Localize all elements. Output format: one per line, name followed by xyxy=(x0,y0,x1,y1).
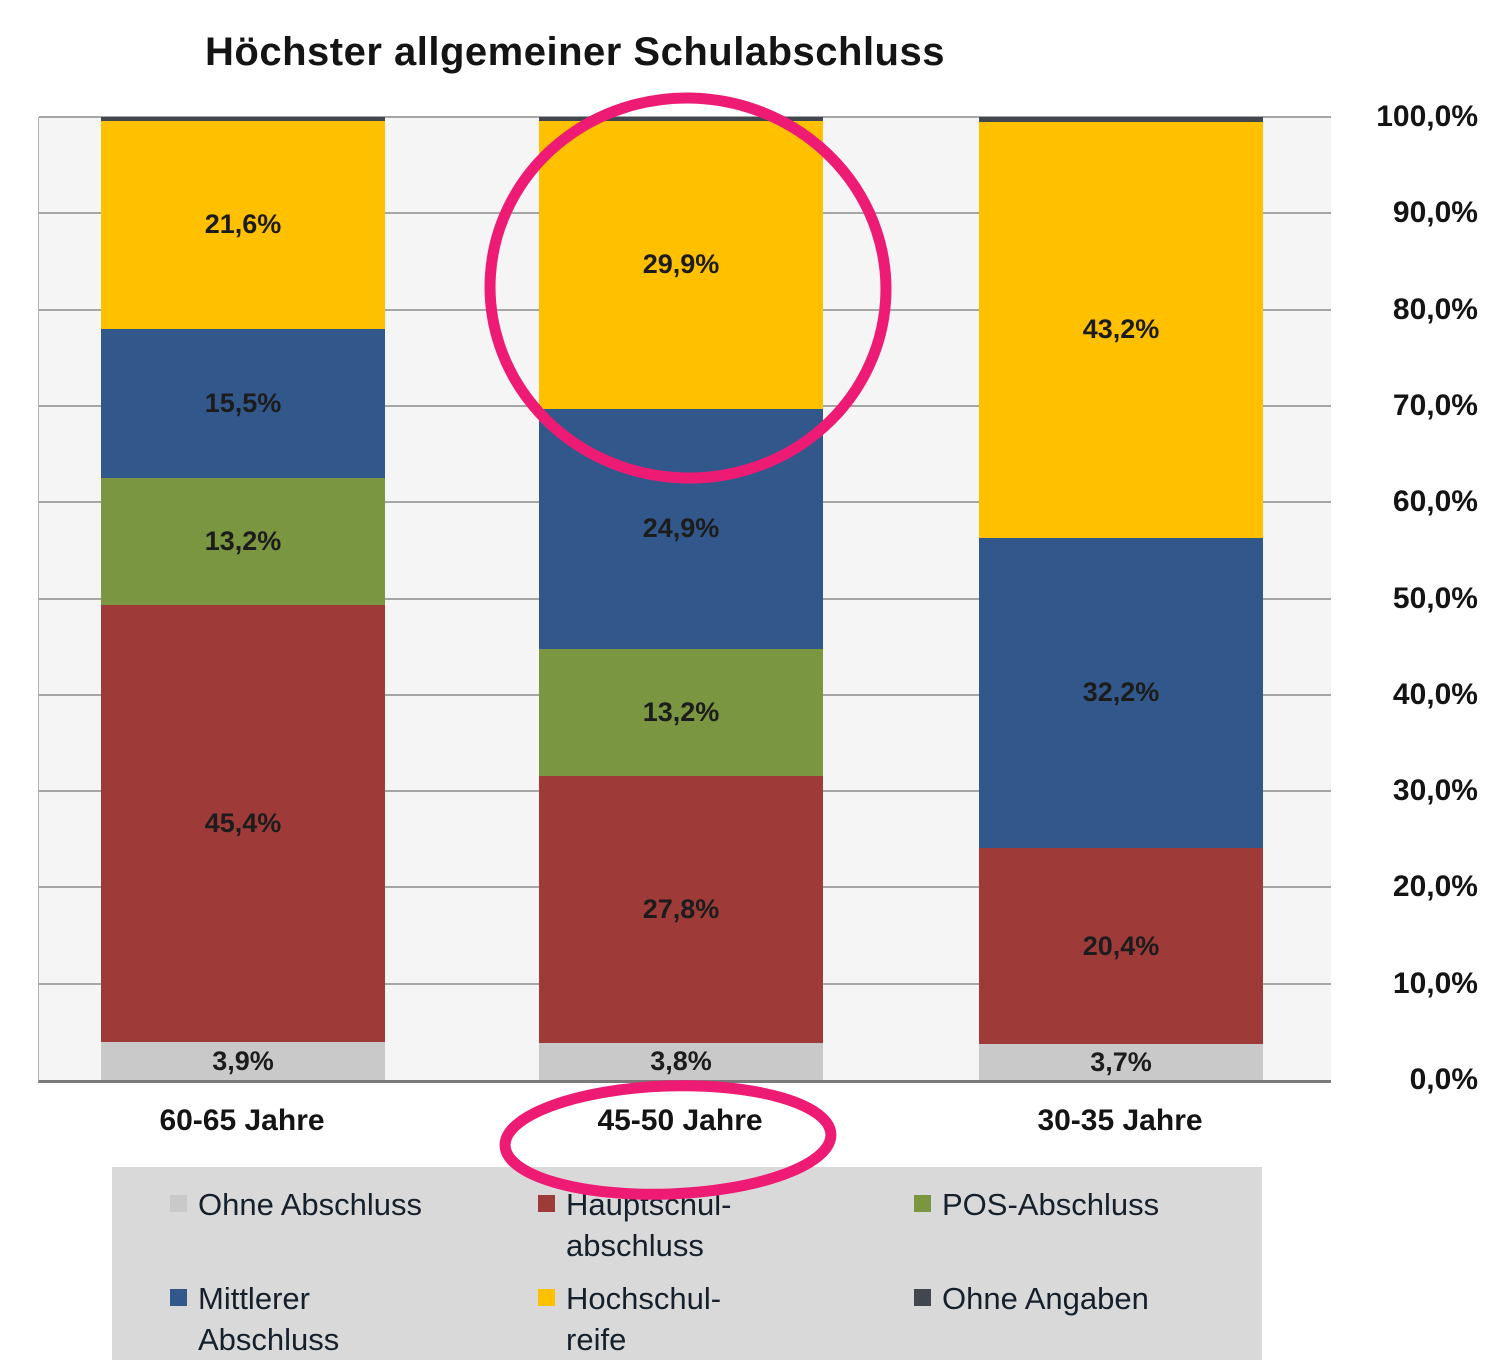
segment-mittlerer-abschluss: 15,5% xyxy=(101,328,385,479)
y-tick-label: 70,0% xyxy=(1392,388,1478,422)
legend-label: Hochschul- reife xyxy=(566,1280,722,1357)
legend-swatch xyxy=(914,1195,931,1212)
legend-swatch xyxy=(170,1288,187,1306)
segment-pos-abschluss: 13,2% xyxy=(539,648,823,776)
segment-hauptschulabschluss: 27,8% xyxy=(539,775,823,1044)
segment-hochschulreife: 29,9% xyxy=(539,120,823,409)
legend-label: Ohne Abschluss xyxy=(198,1187,423,1222)
y-tick-label: 90,0% xyxy=(1392,196,1478,230)
segment-label: 29,9% xyxy=(642,249,720,280)
segment-label: 3,7% xyxy=(1090,1046,1152,1077)
legend-swatch xyxy=(170,1195,187,1212)
segment-label: 32,2% xyxy=(1082,677,1160,708)
legend-swatch xyxy=(538,1288,555,1306)
x-axis: 60-65 Jahre 45-50 Jahre 30-35 Jahre xyxy=(38,1104,1330,1154)
bar-30-35-jahre: 3,7% 20,4% 32,2% 43,2% xyxy=(979,117,1263,1080)
legend-swatch xyxy=(914,1288,931,1306)
y-tick-label: 40,0% xyxy=(1392,677,1478,711)
legend-label: Ohne Angaben xyxy=(942,1280,1149,1316)
y-tick-label: 50,0% xyxy=(1392,581,1478,615)
segment-ohne-angaben xyxy=(979,117,1263,122)
segment-mittlerer-abschluss: 32,2% xyxy=(979,537,1263,848)
segment-label: 45,4% xyxy=(204,808,282,839)
segment-hauptschulabschluss: 45,4% xyxy=(101,605,385,1043)
plot-area: 3,9% 45,4% 13,2% 15,5% 21,6% 3,8% 27,8% 13,2% 24… xyxy=(38,116,1331,1083)
legend-item-mittlerer-abschluss: Mittlerer Abschluss xyxy=(170,1279,538,1361)
segment-label: 13,2% xyxy=(204,526,282,557)
legend-item-ohne-abschluss: Ohne Abschluss xyxy=(170,1185,538,1267)
segment-ohne-angaben xyxy=(101,117,385,121)
bar-45-50-jahre: 3,8% 27,8% 13,2% 24,9% 29,9% xyxy=(539,117,823,1080)
legend: Ohne Abschluss Hauptschul- abschluss POS-A… xyxy=(112,1167,1262,1360)
legend-item-pos-abschluss: POS-Abschluss xyxy=(914,1185,1262,1267)
y-tick-label: 80,0% xyxy=(1392,292,1478,326)
segment-ohne-abschluss: 3,7% xyxy=(979,1044,1263,1080)
y-tick-label: 10,0% xyxy=(1392,966,1478,1000)
x-category-label: 60-65 Jahre xyxy=(159,1104,325,1137)
segment-hauptschulabschluss: 20,4% xyxy=(979,847,1263,1045)
segment-mittlerer-abschluss: 24,9% xyxy=(539,408,823,649)
legend-item-hochschul-reife: Hochschul- reife xyxy=(538,1279,914,1361)
y-axis: 100,0% 90,0% 80,0% 70,0% 60,0% 50,0% 40,0% 30,0… xyxy=(1342,100,1478,1096)
x-category-label: 30-35 Jahre xyxy=(1037,1104,1203,1137)
segment-hochschulreife: 43,2% xyxy=(979,121,1263,538)
segment-label: 24,9% xyxy=(642,513,720,544)
segment-hochschulreife: 21,6% xyxy=(101,120,385,329)
y-tick-label: 100,0% xyxy=(1376,100,1478,133)
segment-label: 3,8% xyxy=(650,1046,712,1077)
y-tick-label: 0,0% xyxy=(1409,1063,1478,1096)
segment-label: 27,8% xyxy=(642,894,720,925)
segment-label: 15,5% xyxy=(204,388,282,419)
y-tick-label: 30,0% xyxy=(1392,774,1478,808)
legend-item-ohne-angaben: Ohne Angaben xyxy=(914,1279,1262,1361)
segment-label: 43,2% xyxy=(1082,314,1160,345)
x-category-label: 45-50 Jahre xyxy=(597,1104,763,1137)
segment-label: 13,2% xyxy=(642,696,720,727)
segment-label: 21,6% xyxy=(204,209,282,240)
segment-label: 20,4% xyxy=(1082,930,1160,961)
segment-ohne-abschluss: 3,8% xyxy=(539,1043,823,1080)
y-tick-label: 60,0% xyxy=(1392,485,1478,519)
legend-swatch xyxy=(538,1195,555,1212)
chart-title: Höchster allgemeiner Schulabschluss xyxy=(205,30,945,74)
legend-label: Mittlerer Abschluss xyxy=(198,1280,340,1357)
segment-pos-abschluss: 13,2% xyxy=(101,478,385,606)
bar-60-65-jahre: 3,9% 45,4% 13,2% 15,5% 21,6% xyxy=(101,117,385,1080)
legend-item-hauptschul-abschluss: Hauptschul- abschluss xyxy=(538,1185,914,1267)
segment-label: 3,9% xyxy=(212,1045,274,1076)
segment-ohne-abschluss: 3,9% xyxy=(101,1042,385,1080)
y-tick-label: 20,0% xyxy=(1392,870,1478,904)
legend-label: POS-Abschluss xyxy=(942,1187,1160,1222)
legend-label: Hauptschul- abschluss xyxy=(566,1187,732,1263)
